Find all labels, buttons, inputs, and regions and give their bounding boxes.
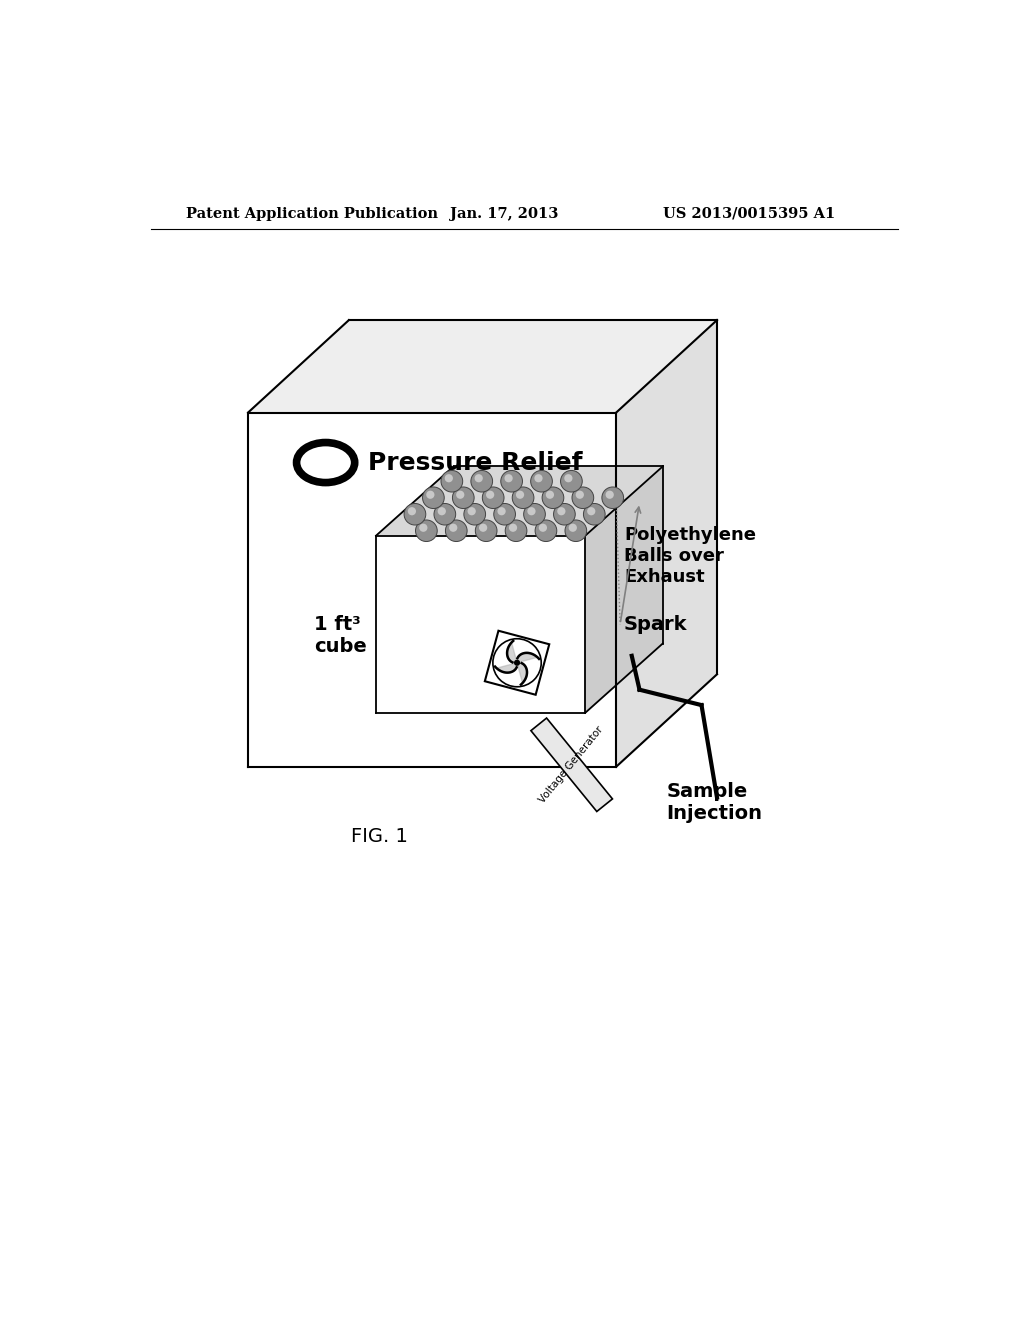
- Text: 1 ft³
cube: 1 ft³ cube: [314, 615, 367, 656]
- Circle shape: [482, 487, 504, 508]
- Text: Patent Application Publication: Patent Application Publication: [186, 207, 438, 220]
- Text: Sample
Injection: Sample Injection: [667, 781, 763, 824]
- Text: FIG. 1: FIG. 1: [351, 826, 409, 846]
- Circle shape: [494, 503, 515, 525]
- Circle shape: [416, 520, 437, 541]
- Text: Spark: Spark: [624, 615, 687, 634]
- Circle shape: [474, 474, 483, 482]
- Circle shape: [505, 520, 527, 541]
- Polygon shape: [517, 652, 538, 663]
- Text: Voltage Generator: Voltage Generator: [538, 725, 605, 805]
- Circle shape: [568, 524, 577, 532]
- Circle shape: [493, 639, 542, 686]
- Circle shape: [445, 520, 467, 541]
- Circle shape: [464, 503, 485, 525]
- Circle shape: [516, 491, 524, 499]
- Circle shape: [565, 520, 587, 541]
- Text: Jan. 17, 2013: Jan. 17, 2013: [450, 207, 558, 220]
- Polygon shape: [616, 321, 717, 767]
- Polygon shape: [530, 718, 612, 812]
- Polygon shape: [248, 321, 717, 412]
- Polygon shape: [484, 631, 549, 694]
- Circle shape: [514, 660, 520, 665]
- Text: Pressure Relief: Pressure Relief: [369, 450, 583, 475]
- Circle shape: [475, 520, 497, 541]
- Circle shape: [434, 503, 456, 525]
- Circle shape: [554, 503, 575, 525]
- Polygon shape: [376, 466, 663, 536]
- Circle shape: [437, 507, 445, 515]
- Circle shape: [542, 487, 564, 508]
- Circle shape: [505, 474, 513, 482]
- Circle shape: [498, 507, 506, 515]
- Circle shape: [560, 470, 583, 492]
- Circle shape: [605, 491, 613, 499]
- Circle shape: [564, 474, 572, 482]
- Circle shape: [527, 507, 536, 515]
- Circle shape: [408, 507, 416, 515]
- Circle shape: [557, 507, 565, 515]
- Circle shape: [468, 507, 476, 515]
- Circle shape: [530, 470, 552, 492]
- Circle shape: [584, 503, 605, 525]
- Circle shape: [501, 470, 522, 492]
- Circle shape: [456, 491, 464, 499]
- Circle shape: [587, 507, 595, 515]
- Circle shape: [546, 491, 554, 499]
- Polygon shape: [497, 663, 517, 673]
- Text: US 2013/0015395 A1: US 2013/0015395 A1: [663, 207, 835, 220]
- Circle shape: [441, 470, 463, 492]
- Ellipse shape: [297, 442, 354, 483]
- Circle shape: [450, 524, 458, 532]
- Circle shape: [602, 487, 624, 508]
- Circle shape: [404, 503, 426, 525]
- Circle shape: [479, 524, 487, 532]
- Circle shape: [509, 524, 517, 532]
- Circle shape: [575, 491, 584, 499]
- Circle shape: [512, 487, 534, 508]
- Circle shape: [444, 474, 453, 482]
- Circle shape: [535, 474, 543, 482]
- Circle shape: [423, 487, 444, 508]
- Circle shape: [539, 524, 547, 532]
- Polygon shape: [586, 466, 663, 713]
- Circle shape: [453, 487, 474, 508]
- Circle shape: [486, 491, 495, 499]
- Polygon shape: [517, 663, 527, 684]
- Circle shape: [419, 524, 427, 532]
- Polygon shape: [507, 642, 517, 663]
- Circle shape: [536, 520, 557, 541]
- Circle shape: [572, 487, 594, 508]
- Text: Polyethylene
Balls over
Exhaust: Polyethylene Balls over Exhaust: [624, 527, 756, 586]
- Circle shape: [523, 503, 546, 525]
- Circle shape: [471, 470, 493, 492]
- Circle shape: [426, 491, 434, 499]
